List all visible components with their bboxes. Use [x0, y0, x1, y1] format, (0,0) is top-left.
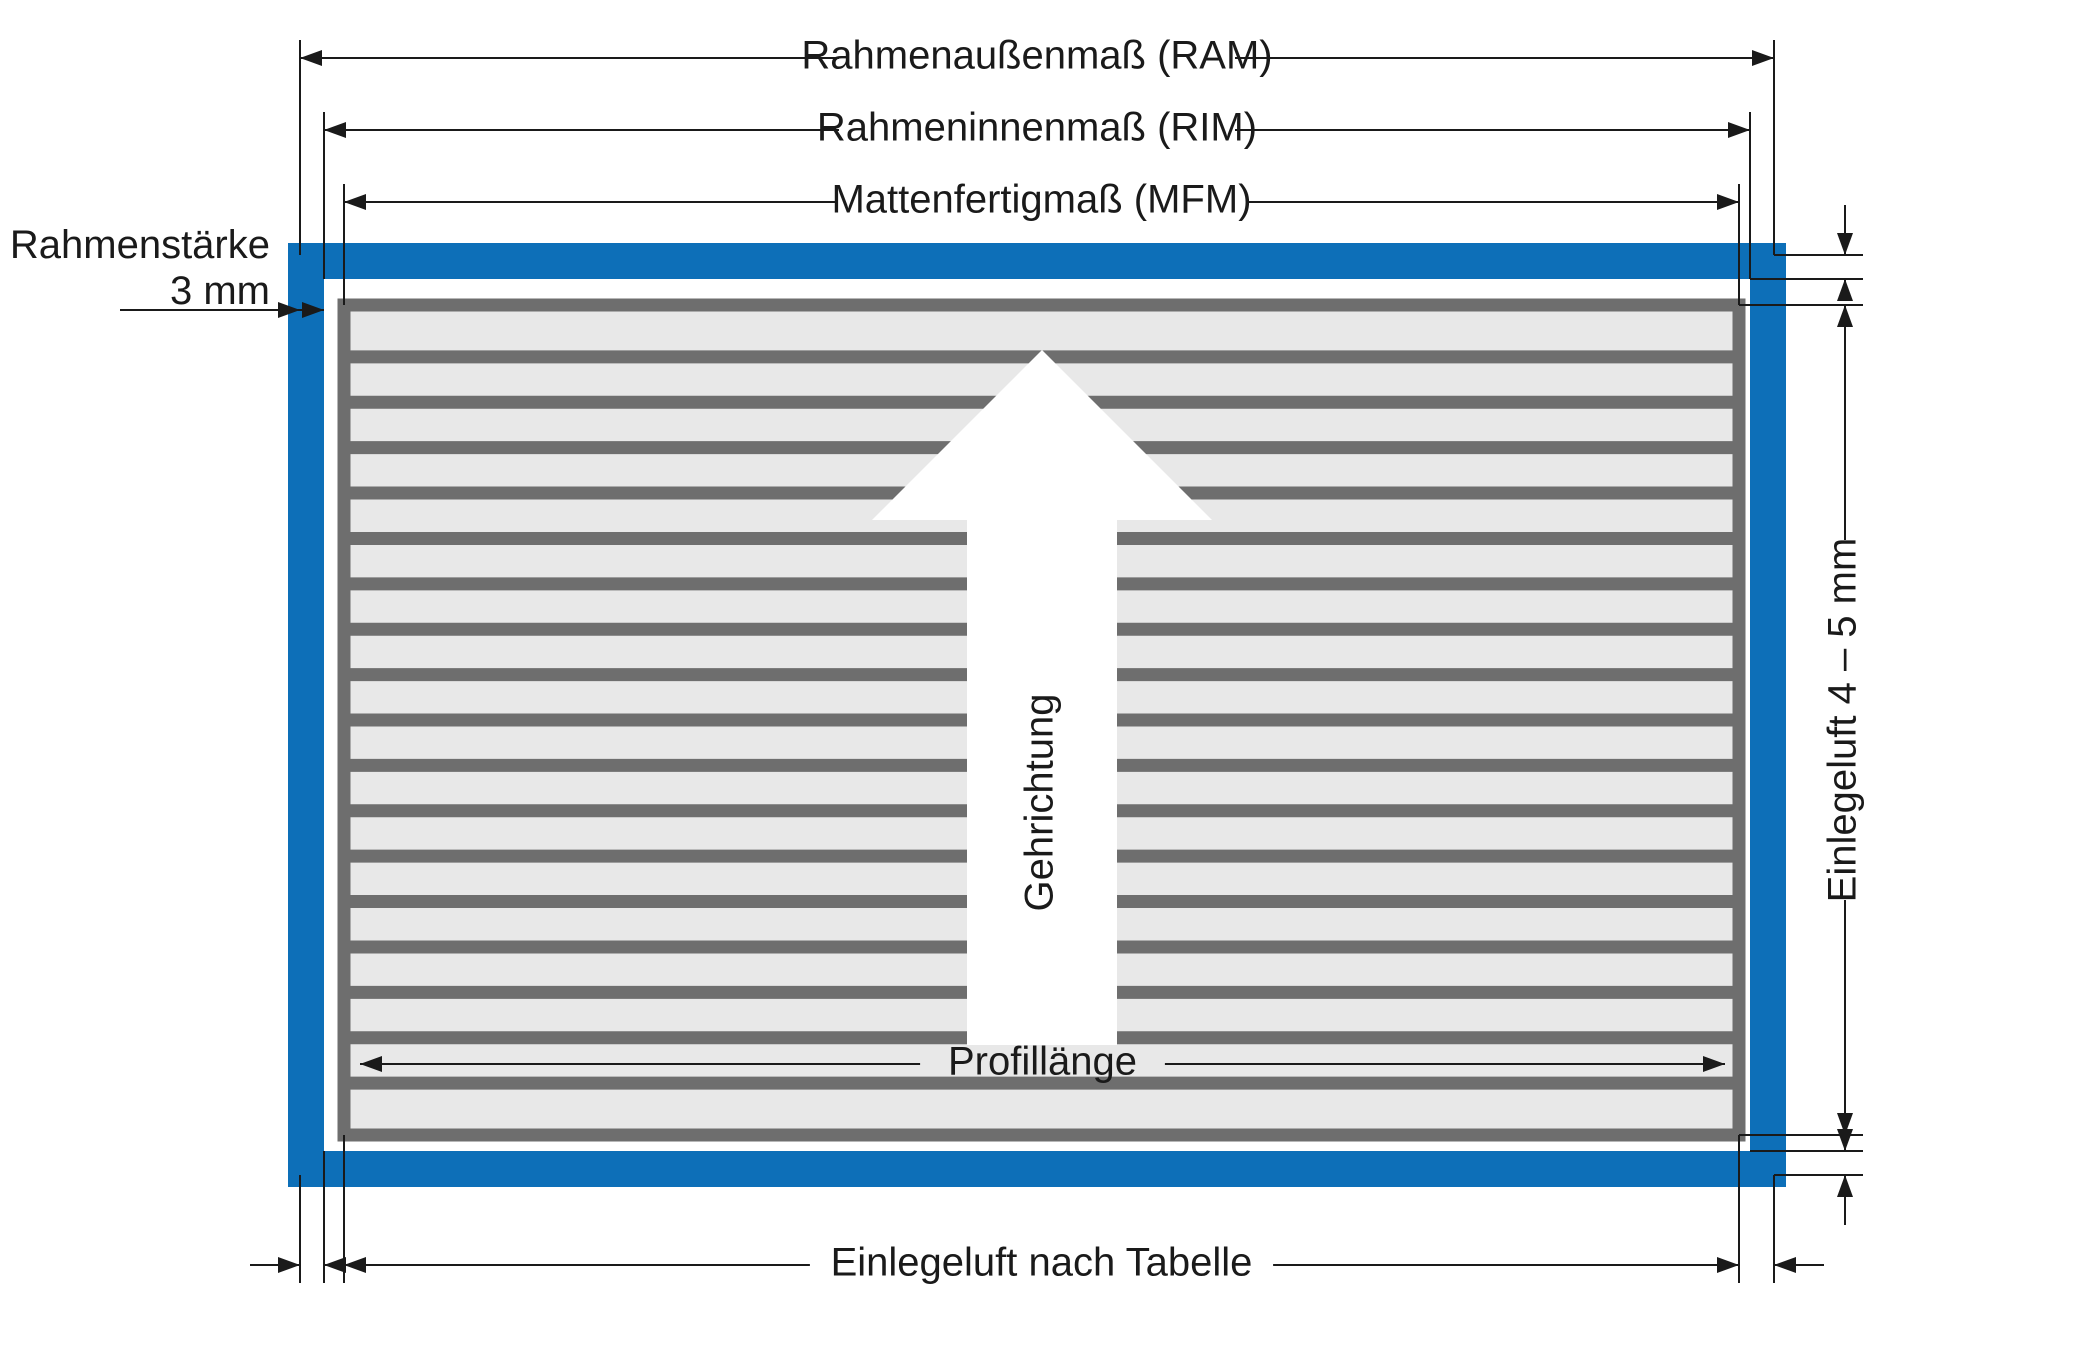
dim-label: Rahmenaußenmaß (RAM)	[801, 34, 1272, 78]
dim-label: Einlegeluft nach Tabelle	[831, 1241, 1253, 1285]
gehrichtung-label: Gehrichtung	[1018, 694, 1062, 912]
dim-label: Profillänge	[948, 1040, 1137, 1084]
rahmenstaerke-label-1: Rahmenstärke	[10, 223, 270, 267]
rahmenstaerke-label-2: 3 mm	[170, 269, 270, 313]
dim-label: Mattenfertigmaß (MFM)	[831, 178, 1251, 222]
dim-label: Rahmeninnenmaß (RIM)	[817, 106, 1257, 150]
einlegeluft-right-label: Einlegeluft 4 – 5 mm	[1821, 538, 1865, 903]
